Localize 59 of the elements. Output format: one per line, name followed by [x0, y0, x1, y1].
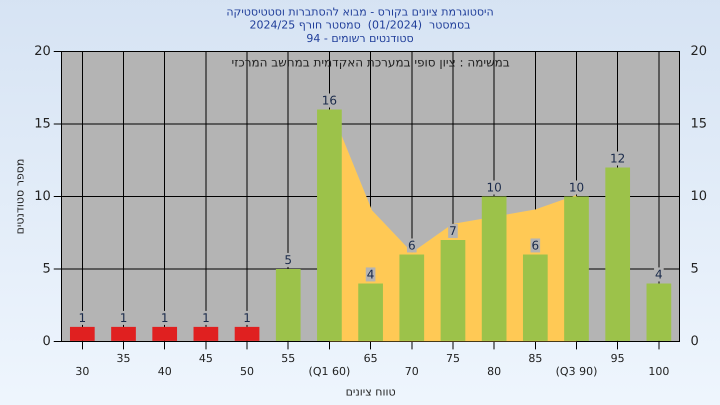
chart-subtitle: בסמסטר (01/2024) סמסטר חורף 2024/25 סטודנטים רשומים - 94: [250, 18, 470, 45]
y-axis-title: מספר סטודנטים: [13, 158, 26, 234]
x-tick-label: 80: [487, 365, 502, 378]
bar: [194, 326, 218, 341]
x-tick-label: 65: [364, 352, 378, 365]
x-tick-label: 85: [528, 352, 542, 365]
x-tick-label: 50: [240, 365, 254, 378]
bar: [522, 254, 548, 341]
data-label: 1: [120, 311, 128, 326]
y2-tick-label: 5: [690, 261, 699, 276]
data-label: 1: [160, 311, 169, 326]
y-tick-label: 15: [34, 116, 51, 132]
data-label: 1: [243, 311, 251, 326]
bar: [440, 240, 466, 341]
bar: [317, 110, 342, 341]
y2-tick-label: 20: [690, 44, 708, 59]
data-label: 5: [284, 253, 292, 268]
bar: [70, 326, 95, 341]
bar: [276, 268, 301, 341]
y2-tick-label: 15: [690, 116, 708, 132]
bar: [482, 196, 506, 341]
x-tick-label: 95: [610, 352, 625, 365]
bar: [111, 326, 136, 341]
bar: [152, 326, 178, 341]
bar: [399, 254, 424, 341]
bar: [234, 326, 260, 341]
x-tick-label: 75: [446, 352, 460, 365]
bar: [564, 196, 589, 341]
chart-title: היסטוגרמת ציונים בקורס - מבוא להסתברות וסטטיסטיקה: [226, 5, 494, 18]
y-tick-label: 10: [34, 188, 51, 204]
x-tick-label: (Q1 60): [308, 365, 350, 378]
data-label: 7: [449, 224, 457, 238]
x-axis-title: טווח ציונים: [346, 385, 396, 398]
x-tick-label: 35: [116, 352, 131, 365]
x-tick-label: 45: [198, 352, 213, 365]
data-label: 4: [366, 268, 374, 282]
data-label: 6: [408, 238, 416, 253]
data-label: 10: [486, 180, 502, 195]
x-tick-label: 30: [75, 365, 90, 378]
x-tick-label: 100: [648, 365, 670, 378]
bar: [646, 283, 672, 341]
data-label: 16: [322, 94, 338, 108]
x-tick-label: (Q3 90): [556, 365, 598, 378]
data-label: 4: [655, 268, 663, 282]
y-tick-label: 5: [42, 261, 51, 276]
bar: [358, 283, 383, 341]
data-label: 12: [610, 152, 626, 166]
x-tick-label: 55: [281, 352, 296, 365]
bar: [605, 168, 630, 341]
data-label: 6: [532, 238, 540, 253]
y2-tick-label: 10: [690, 188, 708, 204]
x-tick-label: 40: [158, 365, 172, 378]
data-label: 10: [568, 180, 584, 195]
data-label: 1: [78, 311, 86, 326]
y2-tick-label: 0: [690, 334, 699, 349]
x-tick-label: 70: [404, 365, 419, 378]
y-tick-label: 0: [42, 334, 51, 349]
data-label: 1: [202, 311, 210, 326]
y-tick-label: 20: [34, 44, 51, 59]
